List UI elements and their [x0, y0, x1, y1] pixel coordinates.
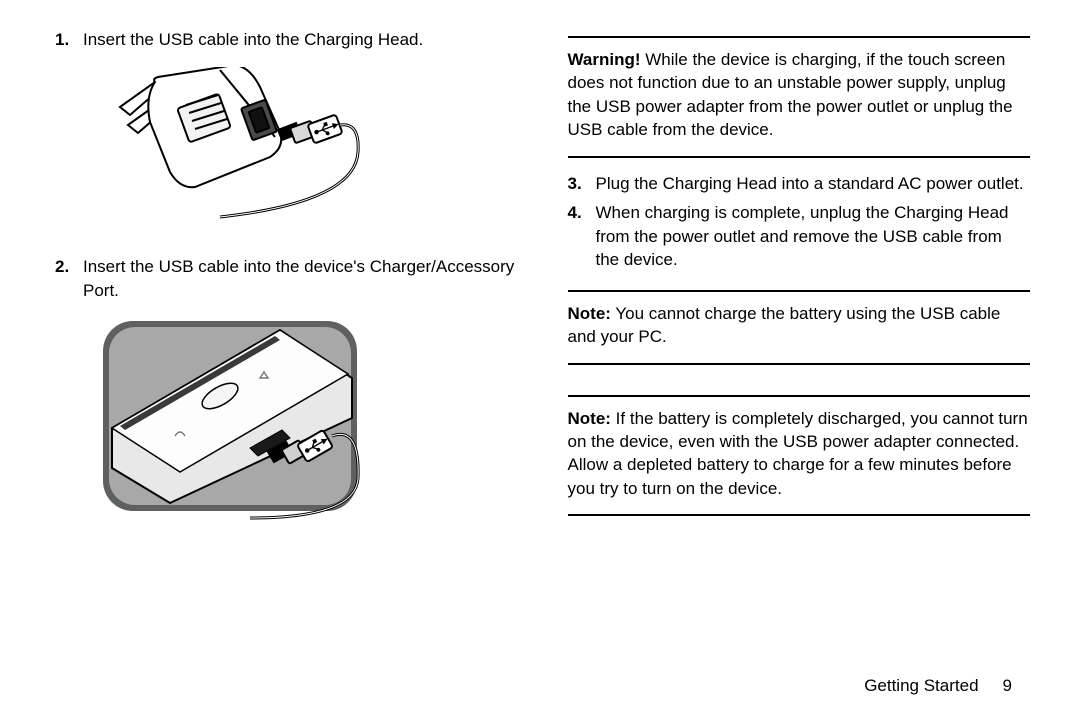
- note1-block: Note: You cannot charge the battery usin…: [568, 300, 1031, 355]
- warning-block: Warning! While the device is charging, i…: [568, 46, 1031, 148]
- rule-top: [568, 36, 1031, 38]
- rule-bottom: [568, 514, 1031, 516]
- step-4-number: 4.: [568, 201, 596, 271]
- note1-label: Note:: [568, 304, 611, 323]
- step-1-number: 1.: [55, 28, 83, 51]
- step-3-text: Plug the Charging Head into a standard A…: [596, 172, 1024, 195]
- rule-between-notes-a: [568, 363, 1031, 365]
- step-1-text: Insert the USB cable into the Charging H…: [83, 28, 423, 51]
- step-4-text: When charging is complete, unplug the Ch…: [596, 201, 1031, 271]
- step-3-number: 3.: [568, 172, 596, 195]
- footer-section: Getting Started: [864, 676, 978, 695]
- note2-block: Note: If the battery is completely disch…: [568, 405, 1031, 507]
- right-column: Warning! While the device is charging, i…: [568, 28, 1031, 690]
- rule-after-warning: [568, 156, 1031, 158]
- note1-text: You cannot charge the battery using the …: [568, 304, 1001, 346]
- left-column: 1. Insert the USB cable into the Chargin…: [55, 28, 518, 690]
- step-2-text: Insert the USB cable into the device's C…: [83, 255, 518, 302]
- page-footer: Getting Started 9: [864, 676, 1012, 696]
- rule-between-notes-b: [568, 395, 1031, 397]
- figure-charging-head: [100, 67, 518, 237]
- rule-before-note1: [568, 290, 1031, 292]
- step-3: 3. Plug the Charging Head into a standar…: [568, 172, 1031, 195]
- step-2-number: 2.: [55, 255, 83, 302]
- figure-device-port: [100, 318, 518, 523]
- note2-text: If the battery is completely discharged,…: [568, 409, 1028, 498]
- warning-label: Warning!: [568, 50, 641, 69]
- step-4: 4. When charging is complete, unplug the…: [568, 201, 1031, 271]
- footer-page: 9: [1003, 676, 1012, 695]
- step-2: 2. Insert the USB cable into the device'…: [55, 255, 518, 302]
- step-1: 1. Insert the USB cable into the Chargin…: [55, 28, 518, 51]
- note2-label: Note:: [568, 409, 611, 428]
